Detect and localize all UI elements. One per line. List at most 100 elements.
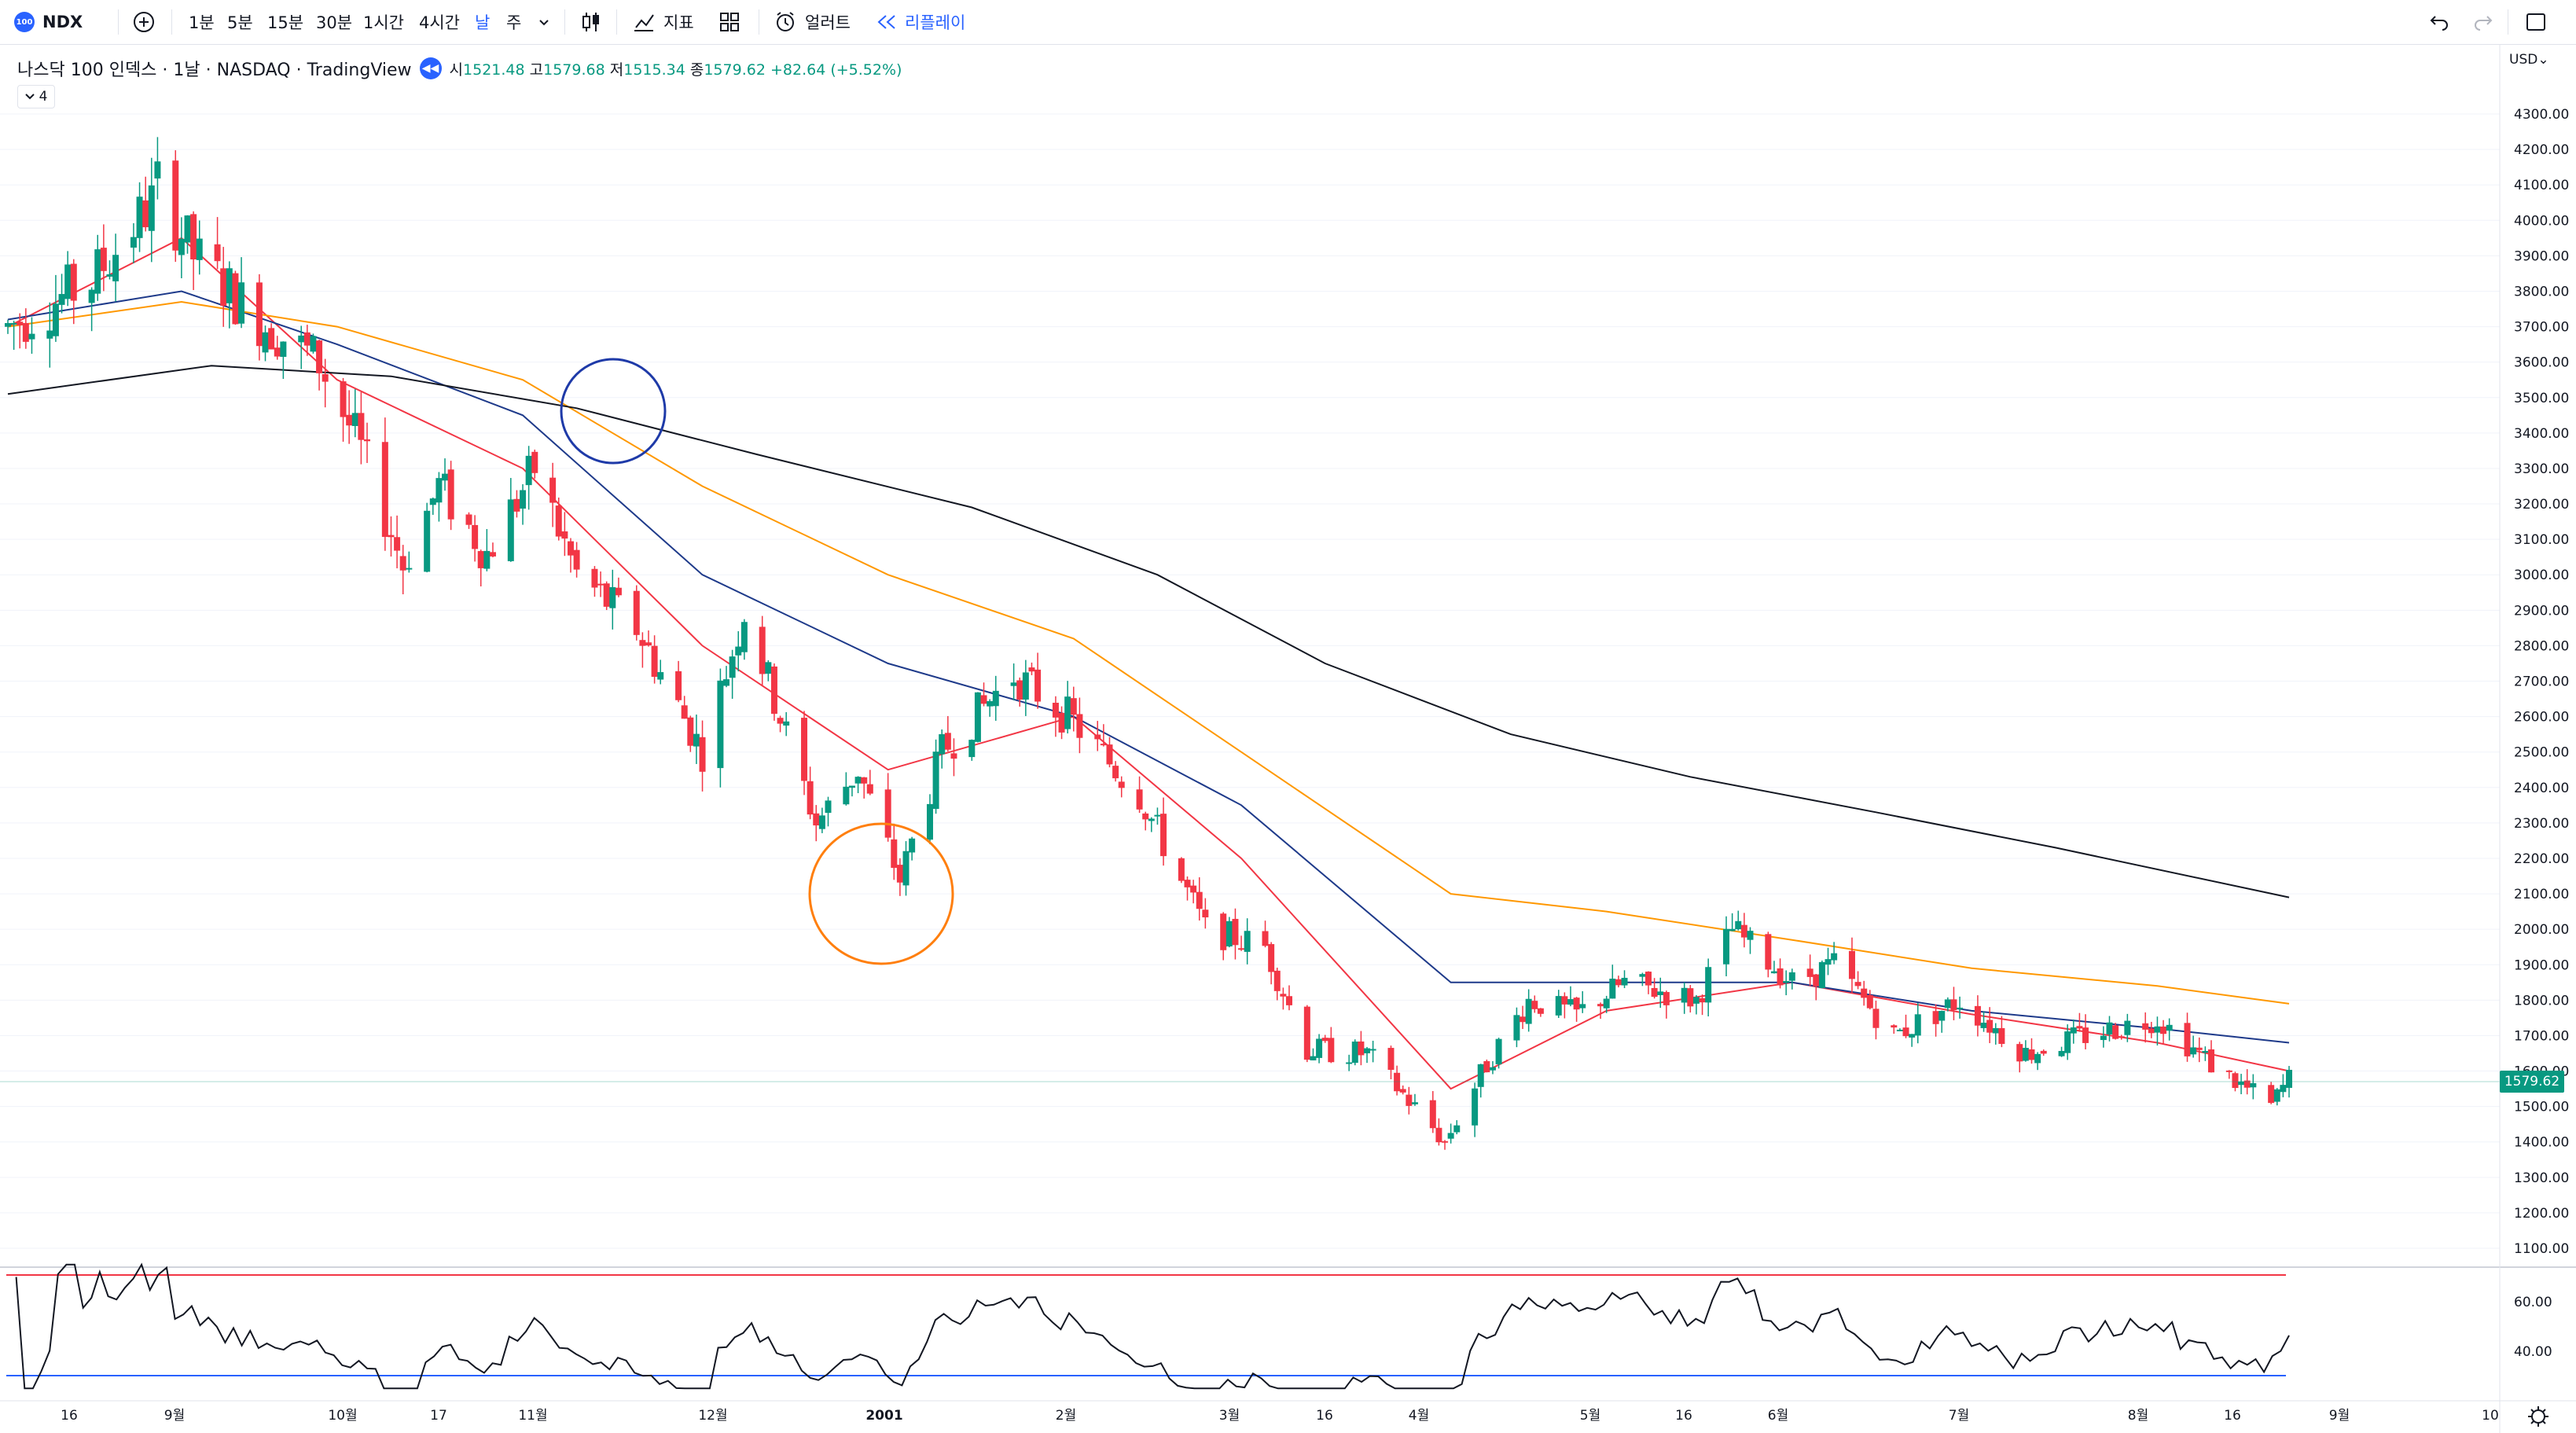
candle-down	[1268, 944, 1275, 972]
sma_long-line	[7, 365, 2290, 898]
redo-icon[interactable]	[2473, 0, 2493, 44]
candle-up	[1657, 991, 1664, 995]
blue-circle-annotation[interactable]	[560, 358, 667, 465]
rsi-scale[interactable]: 60.00 40.00	[2514, 1295, 2552, 1360]
layout-grid-icon[interactable]	[718, 0, 740, 44]
candle-down	[1328, 1038, 1335, 1063]
candle-up	[1909, 1034, 1916, 1038]
candle-up	[1723, 928, 1730, 965]
currency-selector[interactable]: USD⌄	[2509, 52, 2549, 68]
alert-button[interactable]: 얼러트	[774, 0, 851, 44]
price-tick-label: 1900.00	[2514, 957, 2569, 973]
toolbar-divider	[616, 9, 617, 35]
candle-up	[1316, 1038, 1323, 1058]
interval-30m[interactable]: 30분	[316, 13, 353, 32]
candle-up	[1447, 1133, 1454, 1139]
toolbar-divider	[118, 9, 119, 35]
candle-down	[1531, 1001, 1538, 1009]
replay-rewind-icon[interactable]: ◀◀	[419, 57, 442, 79]
candle-up	[1914, 1014, 1921, 1036]
candle-down	[549, 477, 557, 503]
candle-up	[1992, 1027, 1999, 1034]
candle-down	[1520, 1016, 1527, 1023]
candle-up	[693, 733, 700, 747]
orange-circle-annotation[interactable]	[808, 822, 954, 965]
time-tick-label: 10월	[328, 1408, 357, 1424]
candle-up	[1513, 1015, 1520, 1041]
candle-down	[381, 442, 388, 538]
candle-up	[1681, 987, 1688, 1003]
candle-up	[424, 510, 431, 572]
candle-down	[2028, 1049, 2035, 1060]
candle-down	[675, 671, 682, 700]
candle-down	[142, 200, 149, 228]
undo-icon[interactable]	[2429, 0, 2449, 44]
candle-down	[2016, 1044, 2023, 1062]
candle-up	[783, 721, 790, 726]
candle-down	[1687, 988, 1694, 1007]
moving-averages	[7, 237, 2290, 1090]
replay-button[interactable]: 리플레이	[876, 0, 965, 44]
candle-down	[687, 717, 694, 746]
candle-up	[2286, 1069, 2292, 1088]
candle-up	[154, 161, 161, 179]
indicators-label: 지표	[663, 13, 694, 32]
alarm-clock-icon	[777, 12, 794, 31]
candle-up	[520, 490, 527, 509]
interval-4h[interactable]: 4시간	[419, 13, 461, 32]
candle-down	[1273, 970, 1281, 991]
candle-style-icon[interactable]	[580, 0, 602, 44]
interval-15m[interactable]: 15분	[267, 13, 304, 32]
candle-down	[358, 413, 365, 440]
candle-up	[818, 815, 825, 829]
price-tick-label: 2800.00	[2514, 638, 2569, 654]
candle-down	[1202, 909, 1209, 918]
candle-up	[968, 740, 976, 758]
indicators-chart-icon	[634, 14, 654, 31]
symbol-search-button[interactable]: 100 NDX	[14, 0, 83, 44]
time-scale[interactable]: 16 9월 10월 17 11월 12월 2001 2월 3월 16 4월 5월 16 6월 7월 8월 16 9…	[61, 1408, 2499, 1424]
interval-5m[interactable]: 5분	[227, 13, 253, 32]
candle-down	[346, 414, 353, 426]
candle-up	[1938, 1011, 1946, 1021]
settings-gear-icon[interactable]	[2528, 1406, 2548, 1427]
time-tick-label: 17	[430, 1408, 447, 1424]
candle-up	[1603, 998, 1610, 1009]
candle-up	[88, 289, 95, 303]
price-tick-label: 1300.00	[2514, 1170, 2569, 1186]
ema_fast-line	[7, 237, 2290, 1090]
time-tick-label: 9월	[164, 1408, 185, 1424]
candle-up	[1729, 928, 1736, 931]
time-tick-label: 12월	[698, 1408, 727, 1424]
chart-canvas[interactable]: 4300.00 4200.00 4100.00 4000.00 3900.00 3800.…	[0, 45, 2576, 1433]
candle-down	[1561, 996, 1568, 1005]
candlestick-series	[5, 137, 2292, 1150]
compare-add-icon[interactable]	[132, 0, 156, 44]
time-tick-label: 7월	[1949, 1408, 1969, 1424]
candle-down	[1740, 924, 1747, 938]
candle-down	[1854, 982, 1861, 987]
interval-day[interactable]: 날	[475, 13, 491, 32]
candle-down	[597, 583, 604, 586]
candle-down	[1699, 998, 1706, 1003]
price-tick-label: 2100.00	[2514, 887, 2569, 902]
interval-week[interactable]: 주	[506, 13, 522, 32]
indicator-toggle-button[interactable]: 4	[17, 85, 55, 108]
candle-down	[2225, 1070, 2232, 1072]
candle-up	[765, 662, 772, 674]
price-tick-label: 2200.00	[2514, 851, 2569, 867]
interval-1h[interactable]: 1시간	[363, 13, 405, 32]
candle-down	[1321, 1038, 1328, 1042]
candle-down	[2148, 1028, 2155, 1034]
fullscreen-icon[interactable]	[2525, 0, 2547, 44]
interval-dropdown-chevron-down-icon[interactable]	[538, 0, 550, 44]
open-label: 시	[449, 61, 464, 79]
candle-up	[854, 777, 862, 784]
interval-1m[interactable]: 1분	[189, 13, 215, 32]
legend-title[interactable]: 나스닥 100 인덱스 · 1날 · NASDAQ · TradingView	[17, 61, 412, 80]
indicators-button[interactable]: 지표	[632, 0, 694, 44]
candle-up	[28, 333, 35, 340]
low-value: 1515.34	[623, 61, 685, 79]
candle-down	[531, 451, 538, 473]
candle-down	[639, 640, 646, 646]
